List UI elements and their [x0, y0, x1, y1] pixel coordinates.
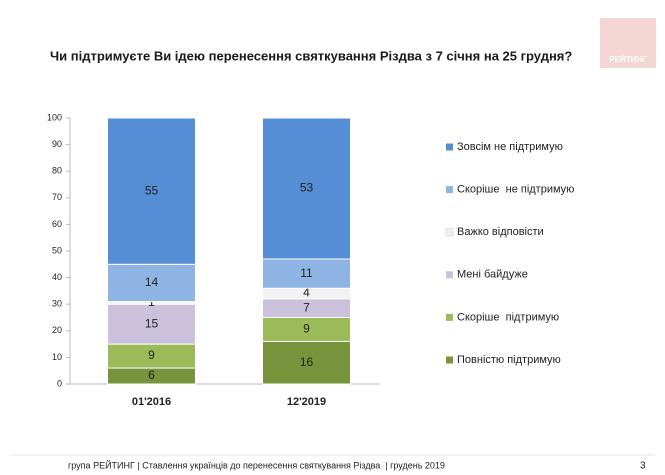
x-tick-label: 01'2016	[132, 396, 171, 408]
data-label: 7	[303, 300, 310, 314]
page-number: 3	[640, 461, 646, 472]
data-label: 14	[145, 275, 159, 289]
y-tick-label: 60	[52, 219, 62, 229]
legend-label: Мені байдуже	[457, 269, 528, 281]
legend-swatch	[446, 186, 453, 194]
logo-box	[600, 18, 656, 68]
data-label: 55	[145, 183, 159, 197]
legend-swatch	[446, 271, 453, 279]
y-tick-label: 90	[52, 139, 62, 149]
y-tick-label: 50	[52, 245, 62, 255]
x-tick-label: 12'2019	[287, 396, 326, 408]
legend-label: Зовсім не підтримую	[457, 141, 563, 153]
bar-segment	[107, 117, 196, 265]
legend-label: Повністю підтримую	[457, 354, 561, 366]
y-tick-label: 10	[52, 352, 62, 362]
bar-segment	[262, 258, 351, 289]
bar-segment	[262, 340, 351, 385]
legend-swatch	[446, 143, 453, 151]
data-label: 15	[145, 316, 159, 330]
data-label: 4	[303, 286, 310, 300]
footer: група РЕЙТИНГ | Ставлення українців до п…	[68, 459, 445, 470]
legend-swatch	[446, 313, 453, 321]
data-label: 9	[148, 348, 155, 362]
bar-segment	[107, 263, 196, 303]
data-label: 16	[300, 355, 314, 369]
y-tick-label: 30	[52, 299, 62, 309]
y-tick-label: 70	[52, 192, 62, 202]
logo: РЕЙТИНГ	[609, 55, 647, 64]
bar-segment	[262, 117, 351, 260]
legend-swatch	[446, 356, 453, 364]
legend-label: Важко відповісти	[457, 226, 544, 238]
data-label: 1	[148, 295, 155, 309]
y-tick-label: 40	[52, 272, 62, 282]
data-label: 6	[148, 368, 155, 382]
legend-label: Скоріше не підтримую	[457, 184, 574, 196]
legend-label: Скоріше підтримую	[457, 311, 559, 323]
chart-title: Чи підтримуєте Ви ідею перенесення святк…	[50, 48, 572, 63]
data-label: 9	[303, 322, 310, 336]
legend-swatch	[445, 228, 454, 237]
y-tick-label: 0	[57, 378, 62, 388]
y-tick-label: 100	[47, 112, 62, 122]
data-label: 53	[300, 181, 314, 195]
y-tick-label: 80	[52, 166, 62, 176]
y-tick-label: 20	[52, 325, 62, 335]
data-label: 11	[300, 266, 313, 280]
bar-segment	[107, 303, 196, 345]
